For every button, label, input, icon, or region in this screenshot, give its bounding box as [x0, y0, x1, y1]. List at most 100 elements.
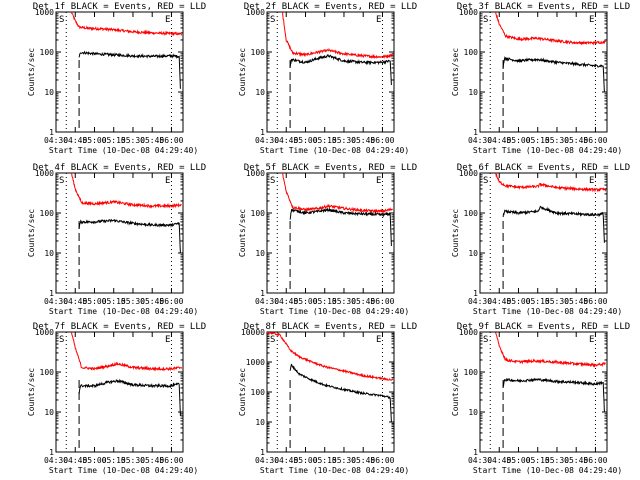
- x-tick-label: 04:30: [468, 297, 492, 306]
- y-tick-label: 10: [468, 408, 478, 417]
- x-tick-label: 04:30: [255, 297, 279, 306]
- x-tick-label: 05:45: [351, 297, 375, 306]
- y-tick-label: 1000: [246, 358, 265, 367]
- x-tick-label: 05:30: [545, 297, 569, 306]
- panel-det-9: Det 9f BLACK = Events, RED = LLD 1 10 100 10…: [451, 322, 630, 475]
- x-tick-label: 04:30: [44, 297, 68, 306]
- x-tick-label: 06:00: [583, 136, 607, 145]
- panel-title: Det 3f BLACK = Events, RED = LLD: [457, 2, 630, 12]
- y-axis-label: Counts/sec: [238, 368, 247, 416]
- y-tick-label: 10: [468, 88, 478, 97]
- events-series-line: [78, 218, 181, 254]
- panel-title: Det 1f BLACK = Events, RED = LLD: [33, 2, 206, 12]
- x-tick-label: 05:45: [564, 136, 588, 145]
- end-marker-label: E: [376, 15, 381, 25]
- y-tick-label: 100: [40, 48, 55, 57]
- x-axis-label: Start Time (10-Dec-08 04:29:40): [49, 307, 198, 316]
- y-tick-label: 1000: [246, 169, 265, 178]
- x-tick-label: 05:00: [82, 456, 106, 465]
- x-tick-label: 05:15: [313, 297, 337, 306]
- y-tick-label: 1000: [459, 328, 478, 337]
- plot-frame: [55, 331, 184, 453]
- start-marker-label: S: [270, 15, 275, 25]
- x-axis-label: Start Time (10-Dec-08 04:29:40): [473, 466, 622, 475]
- y-tick-label: 10: [255, 88, 265, 97]
- y-tick-label: 100: [40, 368, 55, 377]
- y-axis-label: Counts/sec: [451, 209, 460, 257]
- x-tick-label: 04:30: [255, 136, 279, 145]
- x-tick-label: 05:00: [293, 297, 317, 306]
- end-marker-label: E: [165, 335, 170, 345]
- panel-title: Det 6f BLACK = Events, RED = LLD: [457, 163, 630, 173]
- x-tick-label: 04:30: [468, 136, 492, 145]
- x-tick-label: 05:45: [564, 297, 588, 306]
- events-series-line: [78, 50, 181, 89]
- panel-det-3: Det 3f BLACK = Events, RED = LLD 1 10 100 10…: [451, 2, 630, 155]
- x-axis-label: Start Time (10-Dec-08 04:29:40): [260, 466, 409, 475]
- y-tick-label: 100: [251, 388, 266, 397]
- x-tick-label: 06:00: [370, 456, 394, 465]
- y-tick-label: 1: [49, 128, 54, 137]
- lld-series-line: [494, 173, 607, 193]
- plot-frame: [479, 172, 608, 294]
- x-tick-label: 04:30: [468, 456, 492, 465]
- plot-frame: [479, 331, 608, 453]
- plot-frame: [266, 331, 395, 453]
- y-tick-label: 1: [49, 448, 54, 457]
- lld-series-line: [70, 12, 183, 37]
- y-tick-label: 100: [464, 368, 479, 377]
- x-axis-label: Start Time (10-Dec-08 04:29:40): [260, 307, 409, 316]
- x-tick-label: 04:30: [255, 456, 279, 465]
- x-tick-label: 05:45: [140, 456, 164, 465]
- x-tick-label: 05:30: [121, 297, 145, 306]
- end-marker-label: E: [589, 15, 594, 25]
- x-tick-label: 06:00: [583, 297, 607, 306]
- x-tick-label: 05:15: [526, 297, 550, 306]
- x-tick-label: 05:15: [313, 136, 337, 145]
- plot-frame: [55, 172, 184, 294]
- y-tick-label: 1000: [459, 169, 478, 178]
- y-tick-label: 10: [44, 408, 54, 417]
- plot-frame: [266, 172, 395, 294]
- y-tick-label: 1: [49, 289, 54, 298]
- end-marker-label: E: [165, 15, 170, 25]
- x-tick-label: 05:30: [332, 136, 356, 145]
- y-tick-label: 1: [260, 289, 265, 298]
- x-tick-label: 04:45: [487, 297, 511, 306]
- x-tick-label: 05:00: [506, 297, 530, 306]
- y-axis-label: Counts/sec: [238, 209, 247, 257]
- panel-title: Det 7f BLACK = Events, RED = LLD: [33, 322, 206, 332]
- x-tick-label: 05:30: [545, 456, 569, 465]
- x-tick-label: 05:00: [506, 136, 530, 145]
- y-tick-label: 1: [473, 448, 478, 457]
- start-marker-label: S: [270, 335, 275, 345]
- y-tick-label: 1: [260, 448, 265, 457]
- y-tick-label: 100: [464, 48, 479, 57]
- x-tick-label: 06:00: [583, 456, 607, 465]
- y-tick-label: 1000: [246, 8, 265, 17]
- panel-title: Det 5f BLACK = Events, RED = LLD: [244, 163, 417, 173]
- x-tick-label: 04:45: [274, 297, 298, 306]
- y-tick-label: 10: [468, 249, 478, 258]
- plot-frame: [479, 11, 608, 133]
- y-axis-label: Counts/sec: [451, 48, 460, 96]
- x-tick-label: 04:45: [63, 456, 87, 465]
- y-axis-label: Counts/sec: [27, 368, 36, 416]
- y-tick-label: 100: [40, 209, 55, 218]
- start-marker-label: S: [59, 176, 64, 186]
- y-tick-label: 10: [255, 418, 265, 427]
- y-tick-label: 100: [251, 209, 266, 218]
- x-tick-label: 05:30: [332, 297, 356, 306]
- panel-title: Det 4f BLACK = Events, RED = LLD: [33, 163, 206, 173]
- start-marker-label: S: [59, 335, 64, 345]
- x-tick-label: 05:00: [506, 456, 530, 465]
- x-tick-label: 04:30: [44, 456, 68, 465]
- x-tick-label: 05:45: [564, 456, 588, 465]
- x-tick-label: 04:45: [63, 297, 87, 306]
- x-axis-label: Start Time (10-Dec-08 04:29:40): [473, 146, 622, 155]
- y-tick-label: 10: [255, 249, 265, 258]
- lld-series-line: [70, 332, 183, 372]
- start-marker-label: S: [270, 176, 275, 186]
- events-series-line: [502, 377, 605, 413]
